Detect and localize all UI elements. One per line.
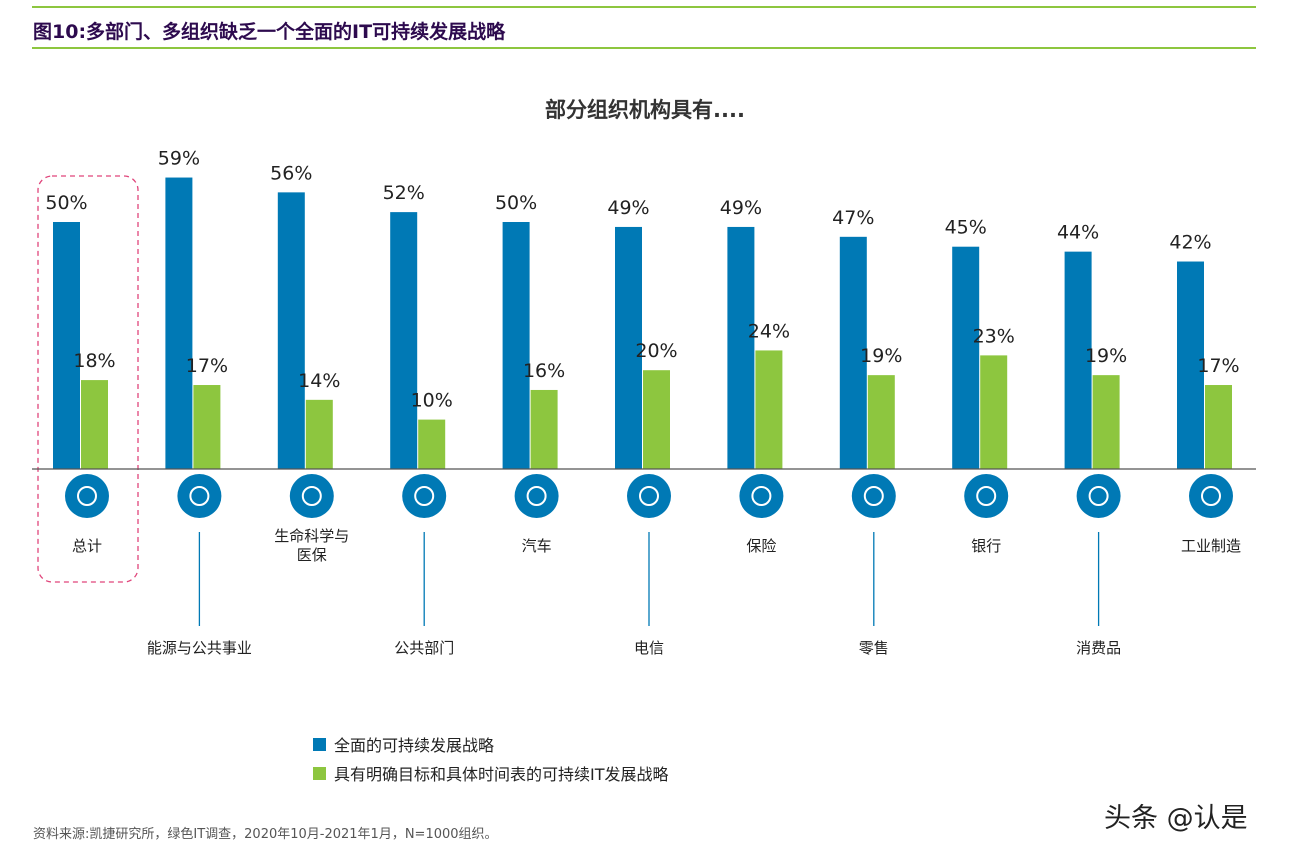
legend-label: 全面的可持续发展战略 [334, 736, 495, 755]
category-label: 工业制造 [1181, 537, 1241, 555]
bar-blue [165, 177, 193, 470]
wind-turbine-icon-glyph [189, 486, 210, 506]
data-label: 45% [945, 217, 987, 239]
bar-blue [390, 212, 418, 469]
source-note: 资料来源:凯捷研究所，绿色IT调查，2020年10月-2021年1月，N=100… [33, 827, 498, 842]
legend-label: 具有明确目标和具体时间表的可持续IT发展战略 [334, 765, 669, 784]
title-rule [32, 47, 1256, 49]
bar-blue [615, 226, 642, 469]
data-label: 18% [73, 350, 115, 372]
factory-icon-glyph [1201, 486, 1221, 506]
shopping-cart-icon-glyph [863, 486, 884, 506]
price-tag-icon [1076, 474, 1121, 518]
top-rule [32, 6, 1256, 8]
legend-item-blue: 全面的可持续发展战略 [313, 732, 494, 756]
globe-icon [65, 474, 109, 518]
data-label: 20% [635, 340, 677, 362]
house-hands-icon [739, 474, 784, 518]
data-label: 52% [383, 182, 425, 204]
bar-green [81, 380, 108, 469]
category-label: 能源与公共事业 [147, 639, 252, 657]
factory-icon [1189, 474, 1233, 518]
car-icon-glyph [526, 486, 547, 506]
data-label: 42% [1169, 232, 1211, 254]
data-label: 59% [158, 148, 200, 170]
data-label: 44% [1057, 222, 1099, 244]
bar-green [530, 389, 558, 469]
category-label: 消费品 [1076, 639, 1121, 657]
bar-green [418, 419, 446, 469]
highlight-box [37, 175, 139, 583]
dna-icon [289, 474, 334, 518]
data-label: 17% [1197, 355, 1239, 377]
bar-blue [839, 236, 867, 469]
watermark: 头条 @认是 [1104, 803, 1248, 834]
category-label: 银行 [971, 537, 1001, 555]
bar-blue [1177, 261, 1204, 469]
bar-blue [727, 226, 755, 469]
dna-icon-glyph [301, 486, 322, 506]
government-building-icon-glyph [414, 486, 435, 506]
data-label: 49% [607, 197, 649, 219]
government-building-icon [402, 474, 447, 518]
category-label: 零售 [859, 639, 889, 657]
category-label: 汽车 [522, 537, 552, 555]
bar-green [1205, 385, 1232, 469]
house-hands-icon-glyph [751, 486, 772, 506]
bar-blue [502, 222, 530, 469]
legend-swatch-blue [313, 737, 326, 751]
category-label: 医保 [297, 546, 327, 564]
satellite-dish-icon [627, 474, 671, 518]
data-label: 24% [748, 320, 790, 342]
data-label: 50% [45, 192, 87, 214]
chart-title: 部分组织机构具有.... [545, 98, 745, 122]
bar-blue [277, 192, 305, 470]
globe-icon-glyph [77, 486, 97, 506]
bar-blue [1064, 251, 1092, 469]
price-tag-icon-glyph [1088, 486, 1109, 506]
figure-title: 图10:多部门、多组织缺乏一个全面的IT可持续发展战略 [33, 21, 506, 43]
shopping-cart-icon [851, 474, 896, 518]
data-label: 47% [832, 207, 874, 229]
data-label: 10% [411, 390, 453, 412]
category-label: 总计 [72, 537, 102, 555]
wind-turbine-icon [177, 474, 222, 518]
bank-icon [964, 474, 1009, 518]
car-icon [514, 474, 559, 518]
data-label: 19% [1085, 345, 1127, 367]
category-label: 公共部门 [394, 639, 454, 657]
data-label: 23% [973, 325, 1015, 347]
legend-swatch-green [313, 766, 326, 780]
legend-item-green: 具有明确目标和具体时间表的可持续IT发展战略 [313, 761, 669, 785]
bank-icon-glyph [976, 486, 997, 506]
data-label: 17% [186, 355, 228, 377]
data-label: 49% [720, 197, 762, 219]
category-label: 电信 [634, 639, 664, 657]
category-label: 生命科学与 [274, 527, 349, 545]
bar-blue [53, 222, 80, 469]
data-label: 14% [298, 370, 340, 392]
bar-green [755, 350, 783, 469]
data-label: 50% [495, 192, 537, 214]
satellite-dish-icon-glyph [639, 486, 659, 506]
bar-green [305, 399, 333, 469]
category-label: 保险 [746, 537, 776, 555]
bar-blue [952, 246, 980, 469]
data-label: 19% [860, 345, 902, 367]
bar-green [1092, 375, 1120, 469]
data-label: 56% [270, 162, 312, 184]
bar-green [193, 385, 221, 469]
bar-green [867, 375, 895, 469]
bar-green [643, 370, 670, 469]
bar-green [980, 355, 1008, 469]
data-label: 16% [523, 360, 565, 382]
